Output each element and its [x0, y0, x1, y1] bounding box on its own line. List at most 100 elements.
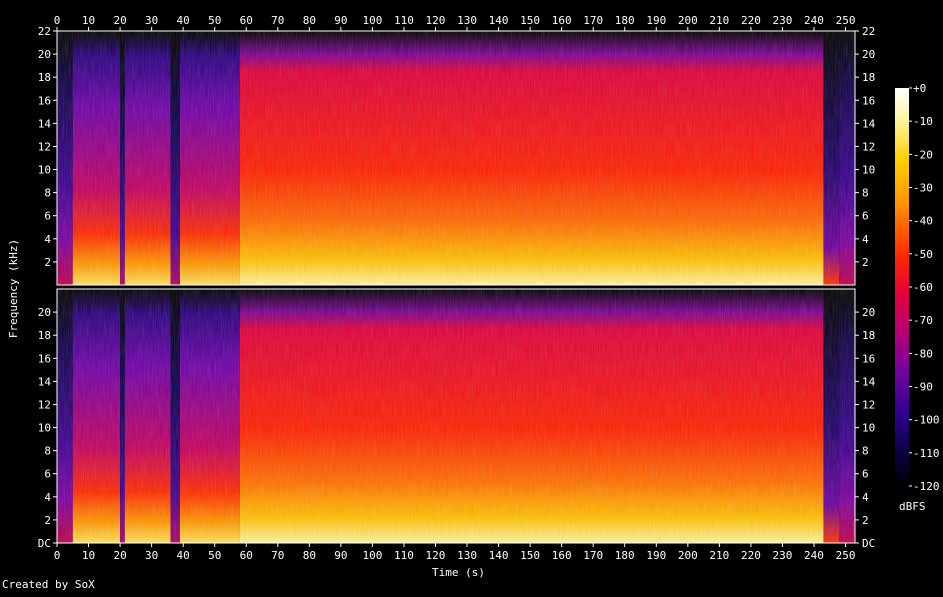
colorbar-label: dBFS — [899, 500, 926, 513]
x-tick-label-top: 60 — [240, 14, 253, 27]
colorbar-tick-label: -80 — [913, 347, 933, 360]
y-tick-label-right: 16 — [862, 352, 875, 365]
x-tick-label-top: 110 — [394, 14, 414, 27]
colorbar-tick-label: -20 — [913, 148, 933, 161]
x-tick-label-top: 70 — [271, 14, 284, 27]
colorbar-tick-label: -110 — [913, 447, 940, 460]
y-tick-label-right: 2 — [862, 256, 869, 269]
x-tick-label-top: 40 — [177, 14, 190, 27]
y-tick-label-left: 20 — [38, 48, 51, 61]
y-tick-label-left: 2 — [44, 514, 51, 527]
y-tick-label-left: 18 — [38, 329, 51, 342]
x-tick-label-top: 220 — [741, 14, 761, 27]
y-tick-label-right: 6 — [862, 468, 869, 481]
x-tick-label-bottom: 180 — [615, 549, 635, 562]
x-tick-label-top: 170 — [583, 14, 603, 27]
x-tick-label-top: 140 — [489, 14, 509, 27]
x-tick-label-bottom: 190 — [646, 549, 666, 562]
x-tick-label-top: 120 — [426, 14, 446, 27]
y-tick-label-left: DC — [38, 537, 51, 550]
spectrogram-bands — [57, 31, 855, 543]
x-tick-label-top: 210 — [709, 14, 729, 27]
y-tick-label-right: 14 — [862, 375, 876, 388]
y-tick-label-left: 6 — [44, 468, 51, 481]
x-tick-label-bottom: 250 — [836, 549, 856, 562]
y-tick-label-left: 14 — [38, 375, 52, 388]
x-tick-label-top: 180 — [615, 14, 635, 27]
x-tick-label-bottom: 50 — [208, 549, 221, 562]
y-tick-label-right: 18 — [862, 329, 875, 342]
x-tick-label-top: 0 — [54, 14, 61, 27]
x-tick-label-top: 130 — [457, 14, 477, 27]
y-tick-label-right: 20 — [862, 48, 875, 61]
y-axis-label: Frequency (kHz) — [7, 238, 21, 339]
x-tick-label-top: 90 — [334, 14, 347, 27]
x-tick-label-bottom: 150 — [520, 549, 540, 562]
x-tick-label-top: 50 — [208, 14, 221, 27]
x-tick-label-bottom: 160 — [552, 549, 572, 562]
y-tick-label-right: DC — [862, 537, 875, 550]
x-tick-label-bottom: 60 — [240, 549, 253, 562]
y-tick-label-right: 14 — [862, 117, 876, 130]
x-tick-label-top: 10 — [82, 14, 95, 27]
colorbar-gradient — [895, 88, 909, 486]
colorbar-tick-label: -50 — [913, 248, 933, 261]
colorbar-tick-label: -90 — [913, 381, 933, 394]
x-tick-label-bottom: 30 — [145, 549, 158, 562]
x-tick-label-top: 80 — [303, 14, 316, 27]
x-tick-label-bottom: 140 — [489, 549, 509, 562]
x-tick-label-top: 230 — [773, 14, 793, 27]
y-tick-label-right: 6 — [862, 210, 869, 223]
x-tick-label-bottom: 100 — [362, 549, 382, 562]
texture-overlay — [57, 31, 855, 285]
y-tick-label-right: 4 — [862, 233, 869, 246]
colorbar-tick-label: -30 — [913, 182, 933, 195]
y-tick-label-right: 2 — [862, 514, 869, 527]
x-tick-label-top: 240 — [804, 14, 824, 27]
y-tick-label-left: 4 — [44, 233, 51, 246]
x-tick-label-bottom: 130 — [457, 549, 477, 562]
colorbar-tick-label: +0 — [913, 82, 926, 95]
x-tick-label-bottom: 0 — [54, 549, 61, 562]
x-tick-label-top: 100 — [362, 14, 382, 27]
x-tick-label-bottom: 230 — [773, 549, 793, 562]
x-tick-label-top: 30 — [145, 14, 158, 27]
x-tick-label-bottom: 20 — [113, 549, 126, 562]
x-tick-label-bottom: 40 — [177, 549, 190, 562]
y-tick-label-right: 10 — [862, 422, 875, 435]
x-tick-label-bottom: 110 — [394, 549, 414, 562]
x-tick-label-bottom: 70 — [271, 549, 284, 562]
y-tick-label-left: 20 — [38, 306, 51, 319]
colorbar-tick-label: -120 — [913, 480, 940, 493]
y-tick-label-left: 4 — [44, 491, 51, 504]
y-tick-label-right: 4 — [862, 491, 869, 504]
y-tick-label-right: 10 — [862, 164, 875, 177]
y-tick-label-left: 14 — [38, 117, 52, 130]
x-tick-label-bottom: 170 — [583, 549, 603, 562]
x-tick-label-bottom: 90 — [334, 549, 347, 562]
colorbar-tick-label: -70 — [913, 314, 933, 327]
panel-frame — [56, 288, 856, 544]
y-tick-label-right: 12 — [862, 140, 875, 153]
colorbar-tick-label: -10 — [913, 115, 933, 128]
footer-credit: Created by SoX — [2, 578, 95, 591]
y-tick-label-right: 22 — [862, 25, 875, 38]
x-tick-label-top: 20 — [113, 14, 126, 27]
y-tick-label-left: 8 — [44, 187, 51, 200]
y-tick-label-right: 12 — [862, 398, 875, 411]
y-tick-label-left: 16 — [38, 352, 51, 365]
y-tick-label-left: 8 — [44, 445, 51, 458]
y-tick-label-left: 2 — [44, 256, 51, 269]
x-tick-label-top: 250 — [836, 14, 856, 27]
y-tick-label-left: 22 — [38, 25, 51, 38]
y-tick-label-left: 6 — [44, 210, 51, 223]
x-tick-label-bottom: 10 — [82, 549, 95, 562]
y-tick-label-left: 10 — [38, 164, 51, 177]
y-tick-label-right: 20 — [862, 306, 875, 319]
x-tick-label-top: 200 — [678, 14, 698, 27]
x-tick-label-bottom: 80 — [303, 549, 316, 562]
y-tick-label-left: 12 — [38, 140, 51, 153]
panel-frame — [56, 30, 856, 286]
